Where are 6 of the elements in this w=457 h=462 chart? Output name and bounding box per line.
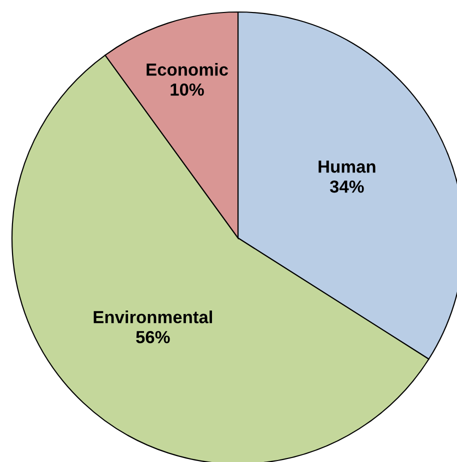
slice-label: Human (318, 160, 376, 173)
data-label: 56% (136, 330, 170, 344)
data-label: 10% (170, 83, 204, 96)
slice-label: Economic (146, 63, 228, 76)
slice-label: Environmental (94, 310, 212, 324)
data-label: 34% (330, 180, 364, 193)
